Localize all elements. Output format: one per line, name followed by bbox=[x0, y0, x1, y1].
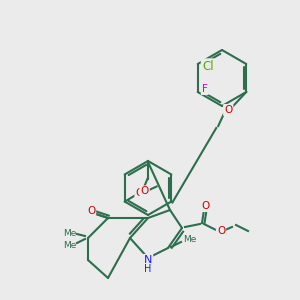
Text: F: F bbox=[202, 84, 208, 94]
Text: Me: Me bbox=[63, 229, 77, 238]
Text: H: H bbox=[144, 264, 152, 274]
Text: Me: Me bbox=[183, 236, 197, 244]
Text: Me: Me bbox=[63, 241, 77, 250]
Text: O: O bbox=[136, 188, 144, 199]
Text: N: N bbox=[144, 255, 152, 265]
Text: O: O bbox=[202, 201, 210, 211]
Text: O: O bbox=[224, 105, 232, 115]
Text: O: O bbox=[217, 226, 225, 236]
Text: O: O bbox=[140, 187, 149, 196]
Text: O: O bbox=[87, 206, 95, 216]
Text: Cl: Cl bbox=[202, 59, 214, 73]
